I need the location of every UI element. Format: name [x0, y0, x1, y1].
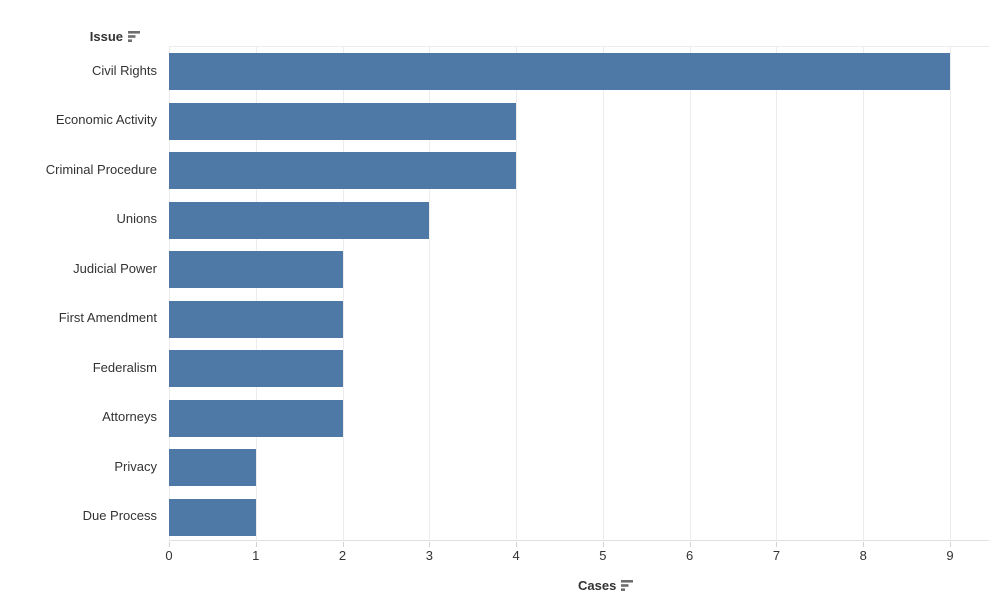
axis-tick-label: 9 — [946, 548, 954, 563]
axis-tick-label: 7 — [772, 548, 781, 563]
gridline — [255, 47, 257, 540]
category-label[interactable]: Civil Rights — [91, 62, 157, 78]
bar-attorneys[interactable] — [169, 399, 343, 437]
row-header-label: Issue — [89, 29, 123, 44]
row-header-issue[interactable]: Issue — [0, 28, 157, 46]
axis-tick — [429, 542, 431, 547]
bar-unions[interactable] — [169, 201, 430, 239]
axis-tick-label: 6 — [686, 548, 694, 563]
axis-tick — [169, 542, 170, 547]
x-axis: 0 1 2 3 4 5 6 7 8 9 — [165, 541, 989, 571]
category-label[interactable]: First Amendment — [58, 310, 157, 326]
axis-tick — [689, 542, 691, 547]
gridline — [169, 47, 170, 540]
gridline — [602, 47, 604, 540]
category-label-column: Civil Rights Economic Activity Criminal Pr… — [0, 46, 157, 541]
axis-tick-label: 0 — [165, 548, 173, 563]
category-label[interactable]: Due Process — [82, 508, 157, 524]
gridline — [342, 47, 344, 540]
category-label[interactable]: Attorneys — [102, 409, 157, 425]
axis-tick — [602, 542, 604, 547]
axis-title-label: Cases — [578, 578, 617, 593]
gridline — [950, 47, 951, 540]
axis-tick-label: 5 — [599, 548, 607, 563]
gridline — [516, 47, 518, 540]
category-label[interactable]: Judicial Power — [73, 260, 157, 276]
axis-tick-label: 3 — [425, 548, 433, 563]
sort-descending-icon[interactable] — [128, 29, 141, 47]
gridline — [863, 47, 865, 540]
bar-economic-activity[interactable] — [169, 102, 517, 140]
bar-criminal-procedure[interactable] — [169, 152, 517, 190]
gridline — [429, 47, 431, 540]
plot-area — [169, 46, 989, 541]
axis-tick — [342, 542, 344, 547]
axis-tick-label: 2 — [338, 548, 347, 563]
category-label[interactable]: Privacy — [114, 458, 157, 474]
axis-tick-label: 4 — [512, 548, 520, 563]
axis-title-cases[interactable]: Cases — [578, 578, 634, 595]
category-label[interactable]: Unions — [116, 211, 157, 227]
category-label[interactable]: Economic Activity — [55, 112, 157, 128]
bar-due-process[interactable] — [169, 498, 256, 536]
bar-civil-rights[interactable] — [169, 53, 950, 91]
axis-tick — [863, 542, 865, 547]
axis-tick-label: 8 — [859, 548, 867, 563]
gridline — [776, 47, 778, 540]
axis-tick — [255, 542, 257, 547]
sort-descending-icon[interactable] — [621, 579, 634, 595]
axis-tick — [776, 542, 778, 547]
category-label[interactable]: Federalism — [92, 359, 157, 375]
bar-judicial-power[interactable] — [169, 251, 343, 289]
bar-first-amendment[interactable] — [169, 300, 343, 338]
bar-privacy[interactable] — [169, 449, 256, 487]
category-label[interactable]: Criminal Procedure — [45, 161, 157, 177]
axis-tick — [950, 542, 951, 547]
axis-tick — [516, 542, 518, 547]
bar-federalism[interactable] — [169, 350, 343, 388]
axis-tick-label: 1 — [252, 548, 260, 563]
gridline — [689, 47, 691, 540]
